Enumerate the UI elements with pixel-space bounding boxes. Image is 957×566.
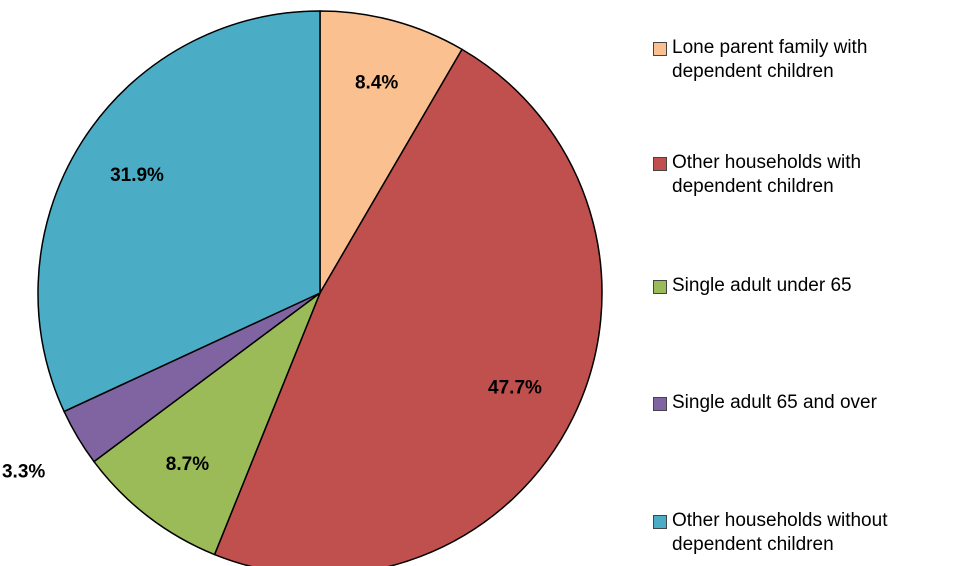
data-label: 47.7%	[488, 378, 542, 399]
legend-item: Other households with dependent children	[653, 151, 947, 199]
legend-swatch	[653, 515, 667, 529]
data-label: 31.9%	[110, 165, 164, 186]
pie-slice	[92, 290, 322, 556]
data-label: 3.3%	[2, 462, 45, 483]
data-label: 8.7%	[166, 454, 209, 475]
legend-label: Single adult 65 and over	[672, 392, 877, 413]
legend-label: Single adult under 65	[672, 275, 852, 296]
legend-swatch	[653, 157, 667, 171]
legend-item: Single adult under 65	[653, 274, 947, 298]
legend-label: Other households without dependent child…	[672, 510, 888, 555]
legend-item: Lone parent family with dependent childr…	[653, 36, 947, 84]
pie-slice	[213, 48, 603, 566]
legend-label: Lone parent family with dependent childr…	[672, 37, 868, 82]
pie-slice	[37, 10, 321, 413]
legend-label: Other households with dependent children	[672, 152, 862, 197]
legend-item: Other households without dependent child…	[653, 509, 947, 557]
pie-slice	[319, 10, 464, 296]
legend-swatch	[653, 42, 667, 56]
legend-swatch	[653, 280, 667, 294]
legend-swatch	[653, 397, 667, 411]
legend-item: Single adult 65 and over	[653, 391, 947, 415]
data-label: 8.4%	[355, 72, 398, 93]
